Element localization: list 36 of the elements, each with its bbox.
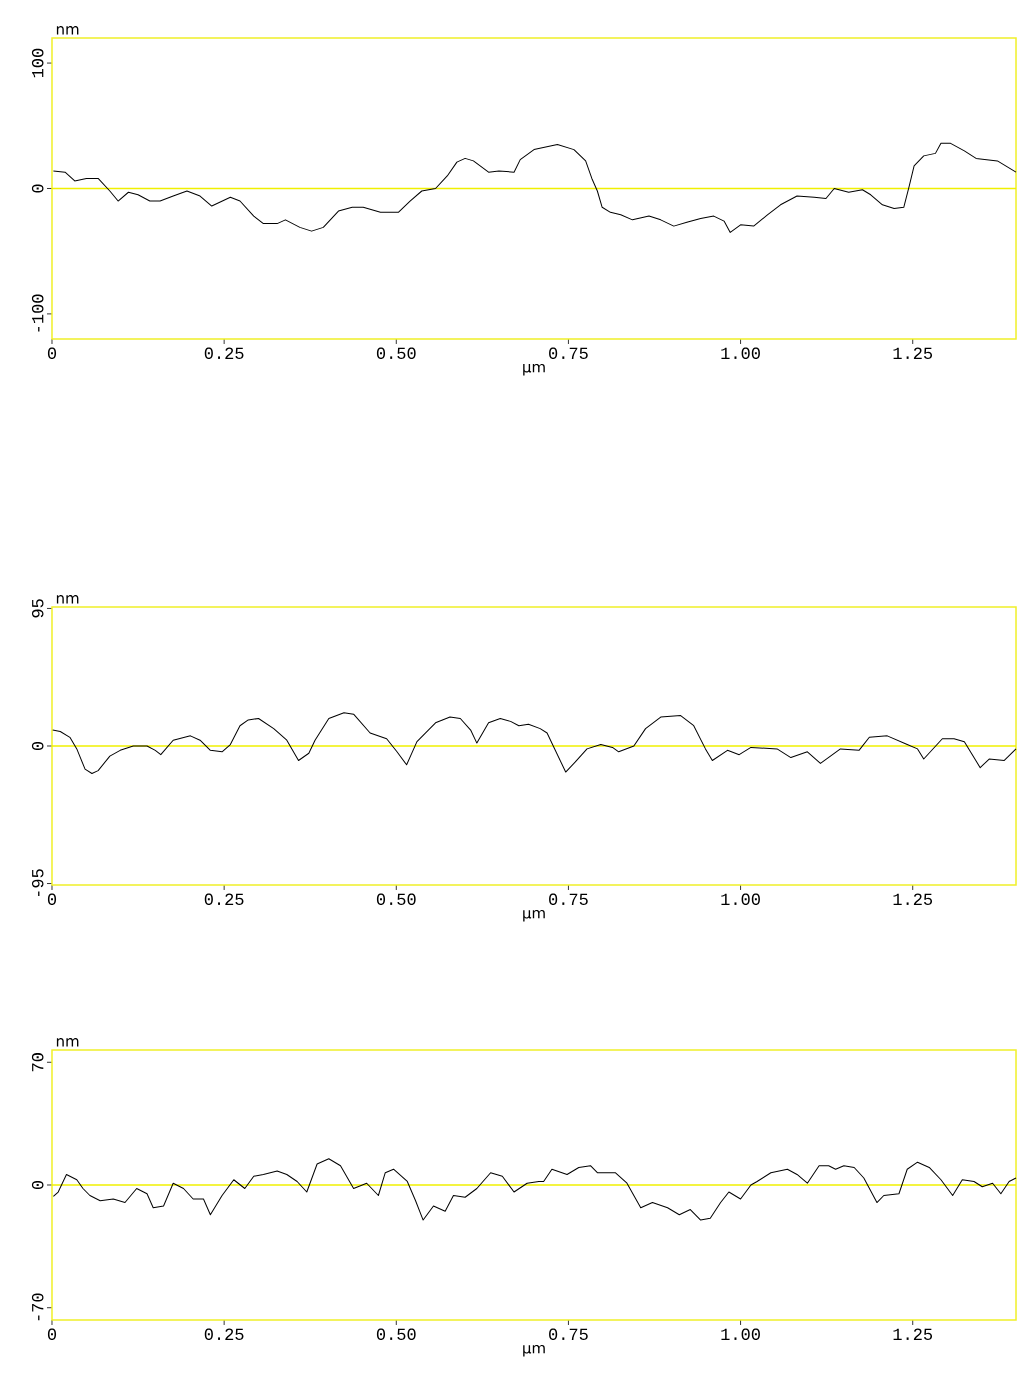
x-tick-label: 0.50 bbox=[376, 347, 416, 360]
x-tick-label: 1.25 bbox=[893, 347, 933, 360]
x-tick-label: 1.00 bbox=[721, 893, 760, 906]
x-tick-label: 0 bbox=[47, 893, 57, 906]
y-tick-label: -70 bbox=[31, 1293, 44, 1321]
x-tick-label: 0 bbox=[47, 347, 57, 360]
y-tick-label: 0 bbox=[31, 741, 44, 751]
y-axis-title: nm bbox=[56, 1038, 79, 1047]
y-tick-label: 95 bbox=[31, 599, 44, 618]
x-tick-label: 0.75 bbox=[549, 1328, 588, 1341]
x-tick-label: 0.75 bbox=[549, 347, 588, 360]
y-axis-title: nm bbox=[56, 595, 79, 604]
x-axis-title: µm bbox=[523, 1344, 545, 1357]
y-tick-label: 0 bbox=[31, 1180, 44, 1190]
y-tick-label: 70 bbox=[31, 1053, 44, 1072]
x-tick-label: 1.25 bbox=[893, 1328, 933, 1341]
x-axis-title: µm bbox=[523, 909, 545, 922]
x-tick-label: 1.00 bbox=[721, 347, 760, 360]
x-axis-title: µm bbox=[523, 363, 545, 376]
y-tick-label: 0 bbox=[31, 184, 44, 193]
x-tick-label: 0.50 bbox=[376, 893, 416, 906]
line-series bbox=[52, 712, 1017, 774]
y-tick-label: -100 bbox=[31, 294, 44, 332]
x-tick-label: 0.50 bbox=[376, 1328, 416, 1341]
x-tick-label: 0.25 bbox=[204, 1328, 244, 1341]
x-tick-label: 0.75 bbox=[549, 893, 588, 906]
y-axis-title: nm bbox=[56, 26, 79, 35]
x-tick-label: 0 bbox=[47, 1328, 57, 1341]
x-tick-label: 1.25 bbox=[893, 893, 933, 906]
line-series bbox=[52, 1158, 1017, 1221]
x-tick-label: 1.00 bbox=[721, 1328, 760, 1341]
line-series bbox=[52, 142, 1017, 233]
y-tick-label: 100 bbox=[31, 48, 44, 78]
y-tick-label: -95 bbox=[31, 869, 44, 897]
x-tick-label: 0.25 bbox=[204, 893, 244, 906]
x-tick-label: 0.25 bbox=[204, 347, 244, 360]
